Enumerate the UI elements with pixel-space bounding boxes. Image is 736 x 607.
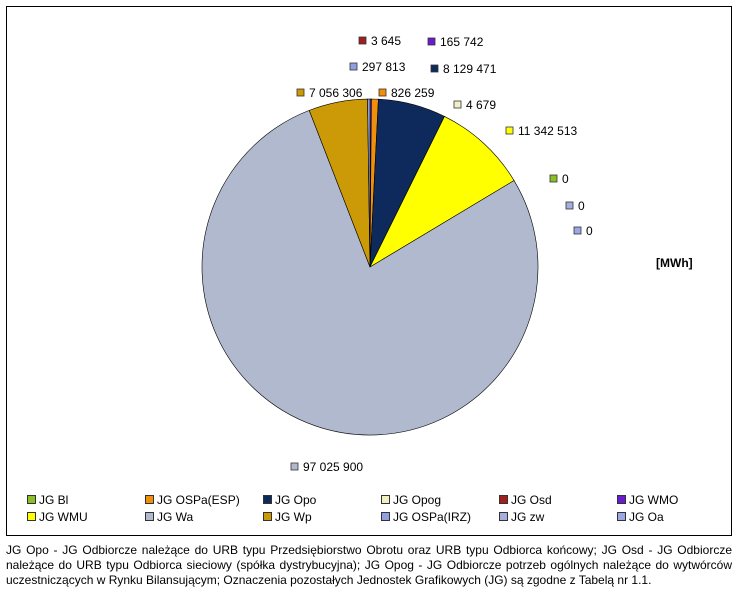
legend-swatch — [381, 512, 390, 522]
legend-item-jg-ospa-irz: JG OSPa(IRZ) — [381, 510, 471, 525]
label-key-jg-wmo — [427, 37, 436, 46]
pie-slice-jg-ospa-irz — [367, 98, 371, 268]
legend-item-jg-wmo: JG WMO — [617, 493, 678, 508]
pie-slices — [201, 98, 539, 436]
legend-label: JG OSPa(ESP) — [157, 493, 240, 507]
legend-swatch — [499, 512, 508, 522]
legend-item-jg-wa: JG Wa — [145, 510, 193, 525]
legend-item-jg-osd: JG Osd — [499, 493, 552, 508]
legend-label: JG zw — [511, 510, 545, 524]
legend-item-jg-wp: JG Wp — [263, 510, 312, 525]
legend-swatch — [145, 495, 154, 505]
legend-item-jg-oa: JG Oa — [617, 510, 664, 525]
chart-frame: 3 645 165 742 826 259 8 129 471 4 679 11 342 … — [6, 6, 732, 536]
data-label-jg-wmo: 165 742 — [440, 35, 484, 49]
data-label-jg-ospa-esp: 826 259 — [391, 86, 435, 100]
label-key-jg-wp — [296, 88, 305, 97]
label-key-jg-opo — [430, 64, 439, 73]
legend-swatch — [617, 495, 626, 505]
legend-swatch — [263, 512, 272, 522]
pie-slice-jg-wmu — [369, 116, 515, 268]
label-key-jg-osd — [358, 36, 367, 45]
legend-label: JG Oa — [629, 510, 664, 524]
label-key-jg-ospa-esp — [378, 88, 387, 97]
legend-item-jg-opo: JG Opo — [263, 493, 316, 508]
legend-label: JG Bl — [39, 493, 69, 507]
legend-swatch — [263, 495, 272, 505]
legend-swatch — [145, 512, 154, 522]
legend-label: JG Wa — [157, 510, 194, 524]
label-key-jg-ospa-irz — [349, 62, 358, 71]
legend-swatch — [27, 512, 36, 522]
unit-label: [MWh] — [656, 256, 693, 270]
label-key-jg-opog — [453, 100, 462, 109]
footnote: JG Opo - JG Odbiorcze należące do URB ty… — [6, 543, 732, 587]
legend-swatch — [499, 495, 508, 505]
legend-swatch — [617, 512, 626, 522]
pie-chart: 3 645 165 742 826 259 8 129 471 4 679 11 342 … — [201, 34, 693, 474]
data-label-jg-bl: 0 — [562, 172, 569, 186]
data-label-jg-opo: 8 129 471 — [443, 62, 497, 76]
legend-label: JG WMU — [39, 510, 88, 524]
legend-item-jg-bl: JG Bl — [27, 493, 68, 508]
legend-label: JG OSPa(IRZ) — [393, 510, 472, 524]
legend-label: JG Opog — [393, 493, 442, 507]
legend-item-jg-wmu: JG WMU — [27, 510, 88, 525]
legend-item-jg-ospa-esp: JG OSPa(ESP) — [145, 493, 240, 508]
data-label-jg-wp: 7 056 306 — [309, 86, 363, 100]
legend-swatch — [381, 495, 390, 505]
legend-swatch — [27, 495, 36, 505]
legend-label: JG WMO — [629, 493, 679, 507]
label-key-jg-zw — [565, 201, 574, 210]
data-label-jg-opog: 4 679 — [466, 98, 496, 112]
legend-label: JG Opo — [275, 493, 317, 507]
data-label-jg-osd: 3 645 — [371, 34, 401, 48]
legend-item-jg-opog: JG Opog — [381, 493, 441, 508]
data-labels: 3 645 165 742 826 259 8 129 471 4 679 11 342 … — [290, 34, 593, 474]
legend-label: JG Osd — [511, 493, 552, 507]
data-label-jg-wmu: 11 342 513 — [518, 124, 577, 138]
legend-label: JG Wp — [275, 510, 312, 524]
legend-item-jg-zw: JG zw — [499, 510, 544, 525]
data-label-jg-oa: 0 — [586, 224, 593, 238]
label-key-jg-bl — [549, 174, 558, 183]
data-label-jg-wa: 97 025 900 — [303, 460, 363, 474]
pie-slice-jg-wa — [201, 109, 539, 436]
label-key-jg-wmu — [505, 126, 514, 135]
data-label-jg-ospa-irz: 297 813 — [362, 60, 406, 74]
data-label-jg-zw: 0 — [578, 199, 585, 213]
label-key-jg-wa — [290, 462, 299, 471]
label-key-jg-oa — [573, 226, 582, 235]
